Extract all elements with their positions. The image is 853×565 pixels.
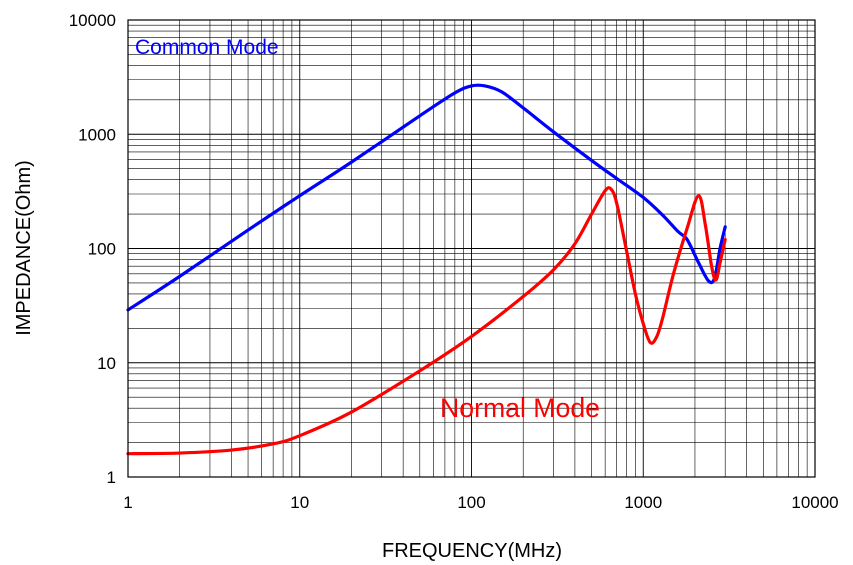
x-tick-label: 1000: [624, 493, 662, 512]
x-axis-title: FREQUENCY(MHz): [382, 540, 562, 562]
series-group: [126, 83, 727, 456]
x-tick-label: 10000: [791, 493, 838, 512]
y-tick-label: 10: [97, 354, 116, 373]
series-line-normal-mode: [126, 186, 727, 456]
x-tick-label: 100: [457, 493, 485, 512]
tick-labels: 1 10 100 1000 10000 1 10 100 1000 10000: [69, 11, 839, 512]
plot-frame: [127, 19, 816, 478]
common-mode-label: Common Mode: [135, 36, 279, 59]
normal-mode-label: Normal Mode: [440, 393, 600, 423]
x-tick-label: 10: [290, 493, 309, 512]
series-line-common-mode: [126, 83, 727, 312]
x-tick-label: 1: [123, 493, 132, 512]
y-tick-label: 1: [107, 468, 116, 487]
y-tick-label: 100: [88, 240, 116, 259]
grid: [127, 20, 815, 478]
y-tick-label: 10000: [69, 11, 116, 30]
y-tick-label: 1000: [78, 125, 116, 144]
y-axis-title: IMPEDANCE(Ohm): [13, 160, 35, 336]
